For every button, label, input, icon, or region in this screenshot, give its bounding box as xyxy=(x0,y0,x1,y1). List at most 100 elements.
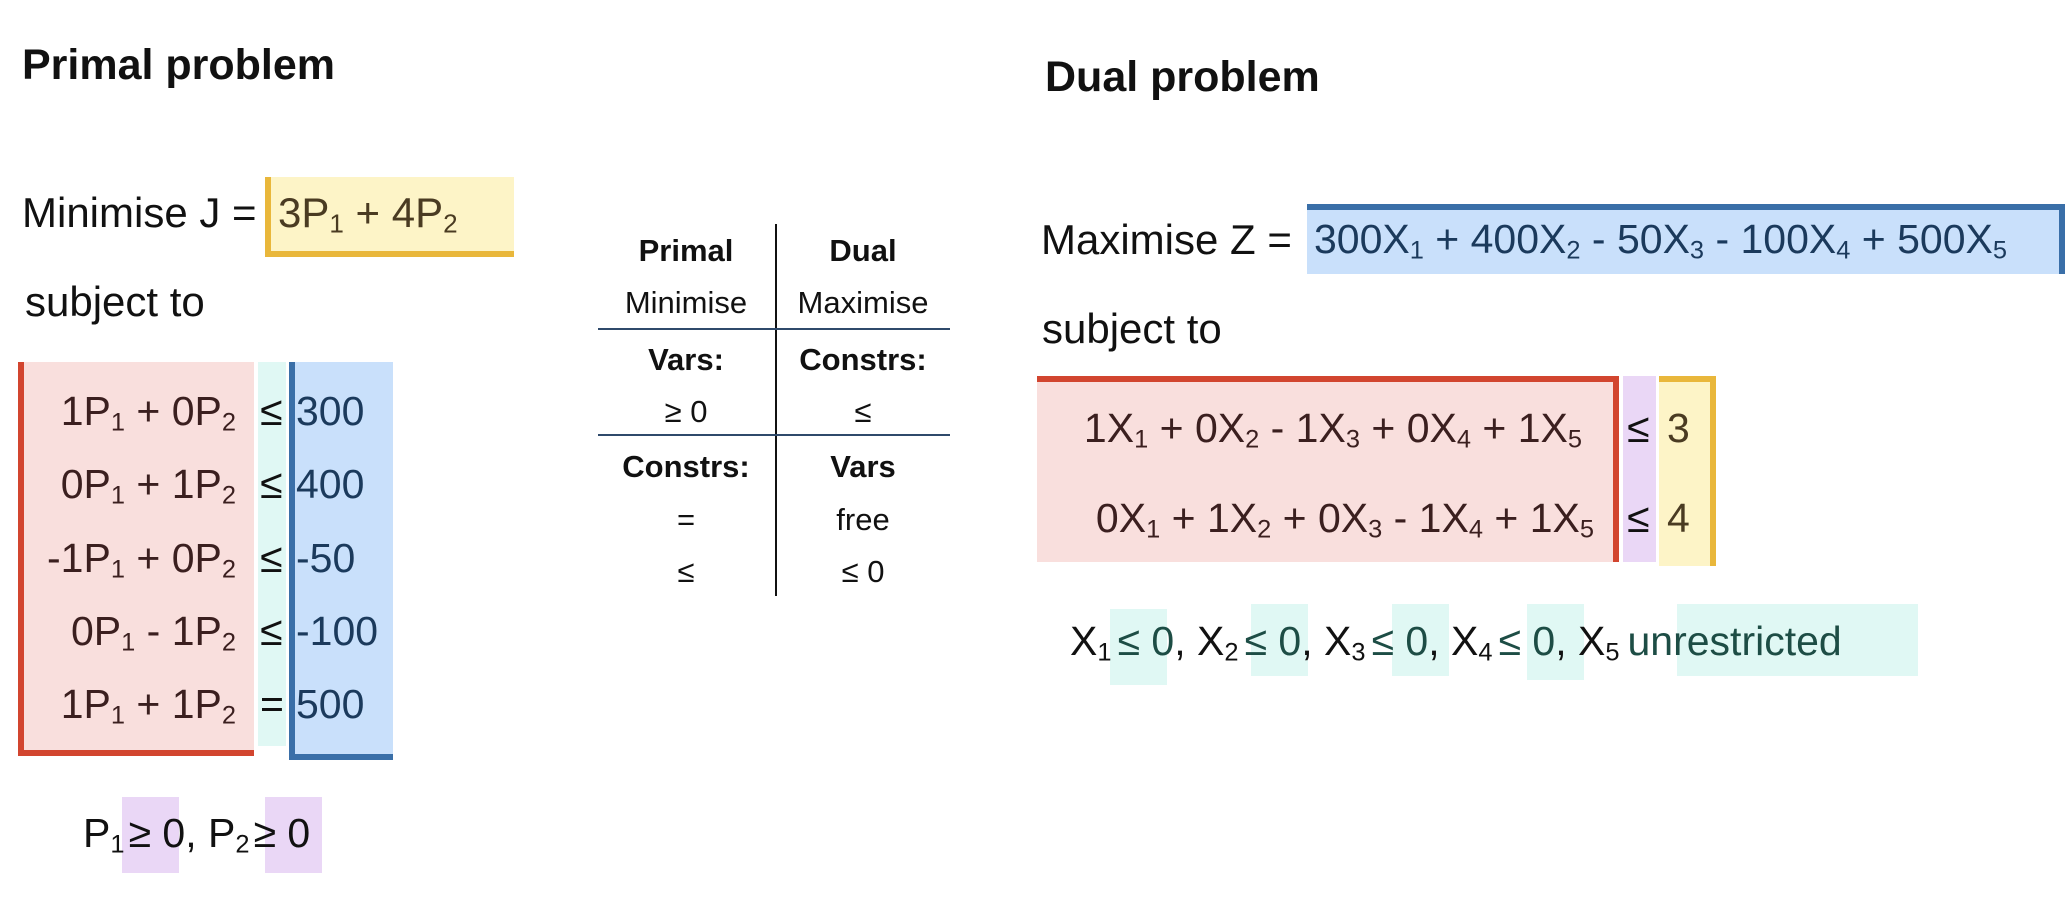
lhs-part: 1X xyxy=(1083,405,1135,451)
primal-constraint-lhs: 1P1 + 1P2 xyxy=(60,681,236,729)
primal-objective-expr: 3P1 + 4P2 xyxy=(278,189,458,237)
primal-constraint-op: ≤ xyxy=(260,535,283,581)
table-horizontal-rule xyxy=(598,434,950,436)
primal-lhs-box xyxy=(18,362,254,756)
primal-sign-highlight xyxy=(122,797,179,873)
separator: , xyxy=(1174,618,1197,664)
table-cell-left: Vars: xyxy=(648,342,724,377)
separator: , xyxy=(1301,618,1324,664)
var-sub: 3 xyxy=(1351,638,1366,667)
lhs-sub: 5 xyxy=(1567,425,1582,454)
lhs-sub: 1 xyxy=(1146,515,1161,544)
lhs-part: 1P xyxy=(60,681,111,727)
lhs-sub: 3 xyxy=(1368,515,1383,544)
lhs-part: + 1P xyxy=(124,461,222,507)
primal-subject-to: subject to xyxy=(25,278,205,325)
lhs-part: - 1X xyxy=(1382,495,1469,541)
lhs-part: + 1X xyxy=(1160,495,1258,541)
dual-op-box xyxy=(1623,376,1656,562)
table-cell-left: ≤ xyxy=(677,554,695,589)
var-sub: 1 xyxy=(1097,638,1112,667)
primal-sign-highlight xyxy=(265,797,322,873)
table-cell-right: Constrs: xyxy=(799,342,927,377)
lhs-part: + 1X xyxy=(1470,405,1568,451)
primal-sign-restrictions: P1≥ 0, P2≥ 0 xyxy=(83,810,310,858)
var-name: X xyxy=(1070,618,1098,664)
primal-constraint-op: ≤ xyxy=(260,461,283,507)
dual-constraint-lhs: 0X1 + 1X2 + 0X3 - 1X4 + 1X5 xyxy=(1096,495,1594,543)
primal-constraint-op: ≤ xyxy=(260,608,283,654)
primal-constraint-op: ≤ xyxy=(260,388,283,434)
expr-sub: 5 xyxy=(1992,236,2008,265)
var-name: X xyxy=(1451,618,1479,664)
table-header-dual: Dual xyxy=(829,233,897,268)
primal-constraint-rhs: 300 xyxy=(296,388,365,434)
expr-sub: 1 xyxy=(1409,236,1424,265)
table-vertical-rule xyxy=(775,224,777,596)
primal-heading: Primal problem xyxy=(22,41,336,89)
table-cell-left: = xyxy=(676,502,696,537)
expr-part: + 500X xyxy=(1850,216,1993,262)
sign-condition: ≥ 0 xyxy=(128,810,186,856)
lhs-part: + 0X xyxy=(1271,495,1369,541)
table-cell-left: Minimise xyxy=(624,285,748,320)
primal-constraint-lhs: 0P1 + 1P2 xyxy=(61,461,236,509)
expr-part: 3P xyxy=(278,189,330,236)
primal-op-box xyxy=(258,362,286,746)
dual-sign-highlight xyxy=(1110,609,1167,685)
primal-constraint-rhs: 400 xyxy=(296,461,365,507)
dual-sign-restrictions: X1 ≤ 0, X2 ≤ 0, X3 ≤ 0, X4 ≤ 0, X5 unrestrict… xyxy=(1070,618,1842,666)
dual-constraint-lhs: 1X1 + 0X2 - 1X3 + 0X4 + 1X5 xyxy=(1083,405,1582,453)
lhs-sub: 1 xyxy=(121,628,136,657)
table-cell-right: free xyxy=(836,502,890,537)
dual-heading: Dual problem xyxy=(1045,53,1320,101)
lhs-part: + 0P xyxy=(124,535,222,581)
table-cell-right: ≤ xyxy=(854,394,872,429)
primal-constraint-lhs: 1P1 + 0P2 xyxy=(61,391,236,436)
expr-sub: 2 xyxy=(1566,236,1581,265)
sign-condition: ≤ 0 xyxy=(1244,618,1302,664)
var-name: P xyxy=(208,810,236,856)
expr-part: 300X xyxy=(1314,216,1410,262)
lhs-part: + 1X xyxy=(1482,495,1580,541)
dual-constraint-rhs: 4 xyxy=(1667,495,1690,541)
table-header-primal: Primal xyxy=(638,233,734,268)
separator: , xyxy=(1555,618,1578,664)
primal-objective-label: Minimise J = xyxy=(22,189,257,236)
primal-constraint-rhs: 500 xyxy=(296,681,365,727)
separator: , xyxy=(185,810,208,856)
dual-sign-highlight xyxy=(1251,604,1308,676)
dual-objective-box xyxy=(1307,204,2065,274)
expr-part: + 400X xyxy=(1423,216,1567,262)
sign-condition: ≤ 0 xyxy=(1371,618,1429,664)
primal-constraint-rhs: -50 xyxy=(296,535,356,581)
lhs-sub: 1 xyxy=(110,701,125,730)
expr-sub: 3 xyxy=(1689,236,1705,265)
var-name: X xyxy=(1197,618,1225,664)
lhs-sub: 2 xyxy=(221,555,236,584)
lhs-sub: 1 xyxy=(110,481,125,510)
expr-sub: 2 xyxy=(443,208,458,239)
var-name: X xyxy=(1578,618,1606,664)
expr-part: - 50X xyxy=(1580,216,1690,262)
var-sub: 5 xyxy=(1605,638,1620,667)
lhs-sub: 2 xyxy=(221,628,236,657)
dual-sign-highlight xyxy=(1527,604,1584,680)
dual-sign-highlight xyxy=(1677,604,1918,676)
var-sub: 4 xyxy=(1478,638,1493,667)
table-cell-right: ≤ 0 xyxy=(841,554,885,589)
dual-objective-expr: 300X1 + 400X2 - 50X3 - 100X4 + 500X5 xyxy=(1314,216,2007,264)
table-cell-right: Maximise xyxy=(797,285,929,320)
lhs-sub: 1 xyxy=(110,555,125,584)
lhs-part: 0P xyxy=(70,608,122,654)
lhs-sub: 3 xyxy=(1345,425,1360,454)
lhs-part: - 1X xyxy=(1259,405,1346,451)
lhs-part: -1P xyxy=(47,535,111,581)
var-sub: 2 xyxy=(235,830,250,859)
expr-part: - 100X xyxy=(1704,216,1837,262)
dual-rhs-box xyxy=(1659,376,1716,566)
primal-constraint-op: = xyxy=(260,681,284,727)
var-name: P xyxy=(83,810,111,856)
lhs-sub: 2 xyxy=(221,481,236,510)
primal-rhs-box xyxy=(289,362,393,760)
